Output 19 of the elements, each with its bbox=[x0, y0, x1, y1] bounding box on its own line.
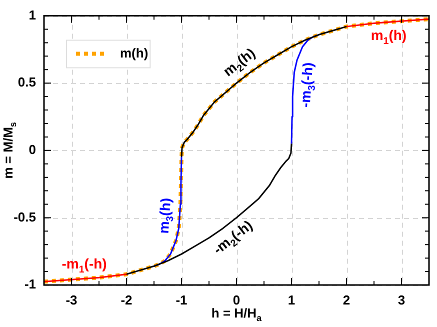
x-tick-label: 0 bbox=[232, 292, 240, 308]
x-tick-label: -3 bbox=[66, 292, 78, 308]
y-tick-label: 0.5 bbox=[18, 74, 36, 90]
text: -m3(-h) bbox=[296, 62, 318, 108]
line-series bbox=[44, 17, 429, 284]
x-tick-label: 1 bbox=[288, 292, 296, 308]
y-axis-title: m = M/Ms bbox=[0, 122, 18, 179]
y-tick-label: -0.5 bbox=[14, 209, 36, 224]
y-tick-label: 0 bbox=[28, 142, 36, 157]
text: -m2(-h) bbox=[210, 216, 256, 258]
text: m3(h) bbox=[155, 197, 176, 234]
y-tick-label: 1 bbox=[28, 7, 36, 22]
legend-label: m(h) bbox=[120, 45, 148, 60]
x-tick-label: 3 bbox=[398, 292, 406, 308]
x-tick-label: -1 bbox=[176, 292, 188, 308]
x-tick-label: -2 bbox=[120, 292, 132, 308]
x-tick-label: 2 bbox=[342, 292, 350, 308]
y-tick-label: -1 bbox=[24, 276, 36, 292]
text: m2(h) bbox=[220, 44, 258, 80]
